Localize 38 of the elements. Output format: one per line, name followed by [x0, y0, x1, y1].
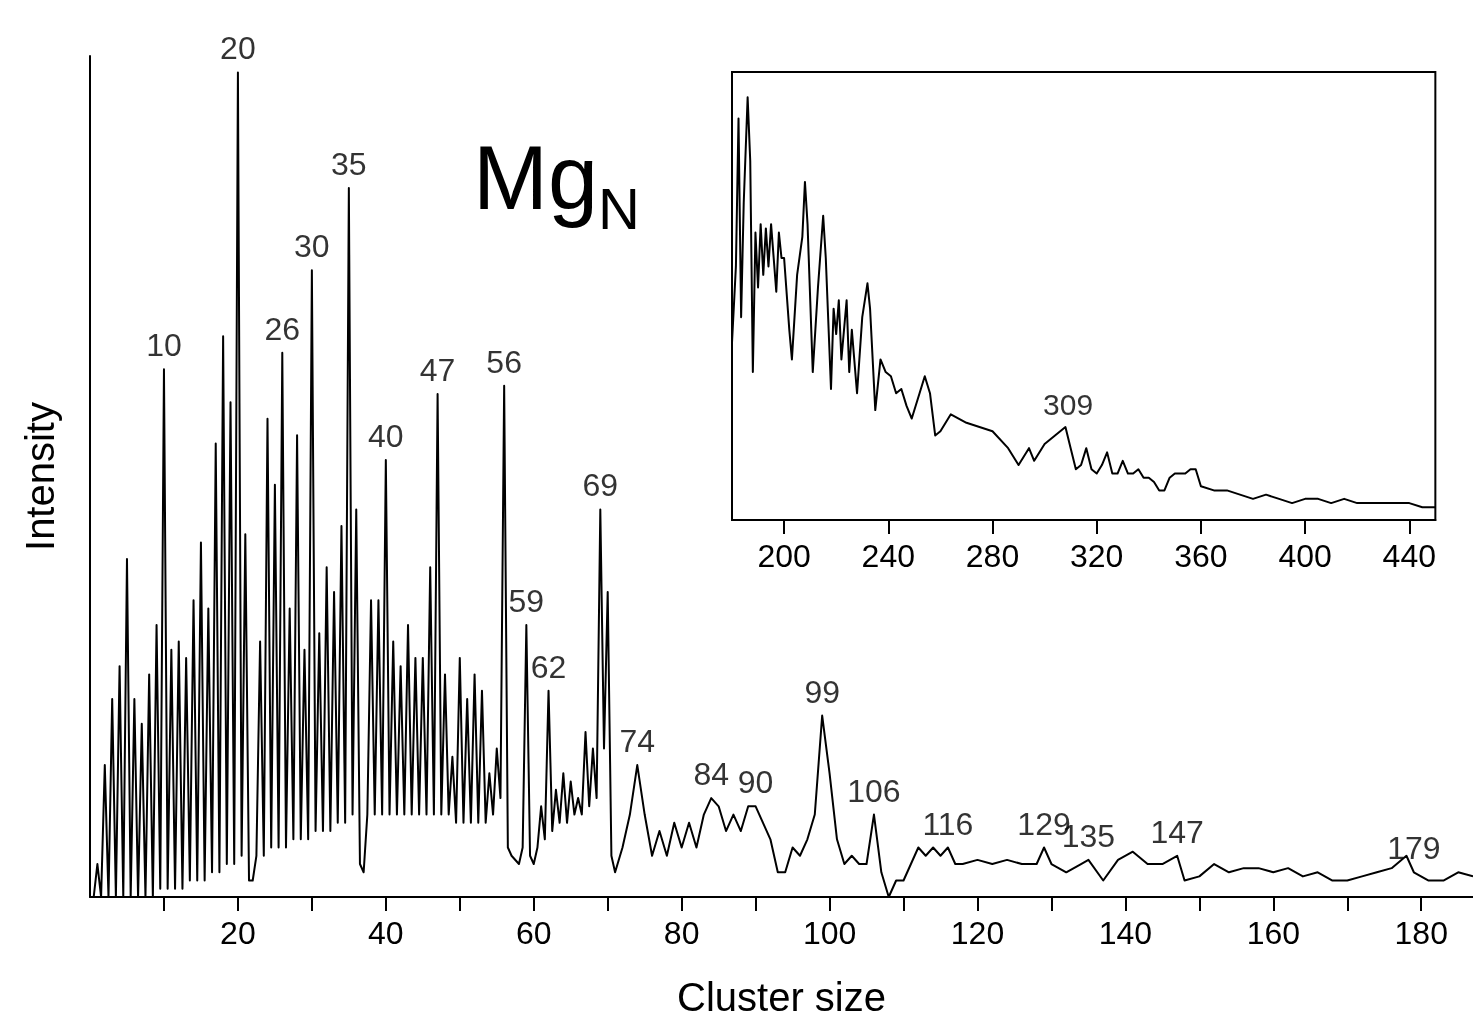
x-axis-title: Cluster size — [677, 975, 886, 1019]
x-tick-label: 40 — [368, 915, 404, 951]
x-tick-label: 400 — [1278, 538, 1332, 574]
x-tick-label: 120 — [950, 915, 1005, 951]
annotation: 69 — [582, 467, 619, 504]
annotation: 116 — [922, 805, 974, 842]
annotation: 309 — [1043, 387, 1094, 421]
annotation: 90 — [737, 764, 774, 801]
annotation: 30 — [294, 228, 330, 265]
x-tick-label: 440 — [1382, 538, 1436, 574]
x-tick-label: 240 — [861, 538, 915, 574]
annotation: 147 — [1150, 813, 1204, 850]
annotation: 40 — [368, 418, 404, 455]
x-tick-label: 320 — [1070, 538, 1124, 574]
x-tick-label: 20 — [220, 915, 256, 951]
annotation: 10 — [146, 327, 182, 364]
annotation: 99 — [804, 673, 840, 710]
x-tick-label: 200 — [757, 538, 811, 574]
annotation: 84 — [693, 756, 730, 793]
annotation: 35 — [331, 145, 367, 182]
annotation: 179 — [1387, 830, 1441, 867]
annotation: 74 — [619, 723, 656, 760]
annotation: 26 — [264, 310, 301, 347]
x-tick-label: 180 — [1394, 915, 1448, 951]
x-tick-label: 280 — [965, 538, 1020, 574]
annotation: 20 — [220, 30, 256, 67]
annotation: 47 — [419, 352, 456, 389]
annotation: 56 — [486, 343, 522, 380]
x-tick-label: 100 — [802, 915, 857, 951]
annotation: 106 — [847, 772, 901, 809]
x-tick-label: 80 — [663, 915, 700, 951]
x-tick-label: 360 — [1174, 538, 1228, 574]
y-axis-title: Intensity — [18, 402, 62, 551]
annotation: 59 — [508, 582, 545, 619]
annotation: 62 — [530, 648, 567, 685]
x-tick-label: 160 — [1246, 915, 1301, 951]
x-tick-label: 140 — [1098, 915, 1153, 951]
x-tick-label: 60 — [515, 915, 552, 951]
